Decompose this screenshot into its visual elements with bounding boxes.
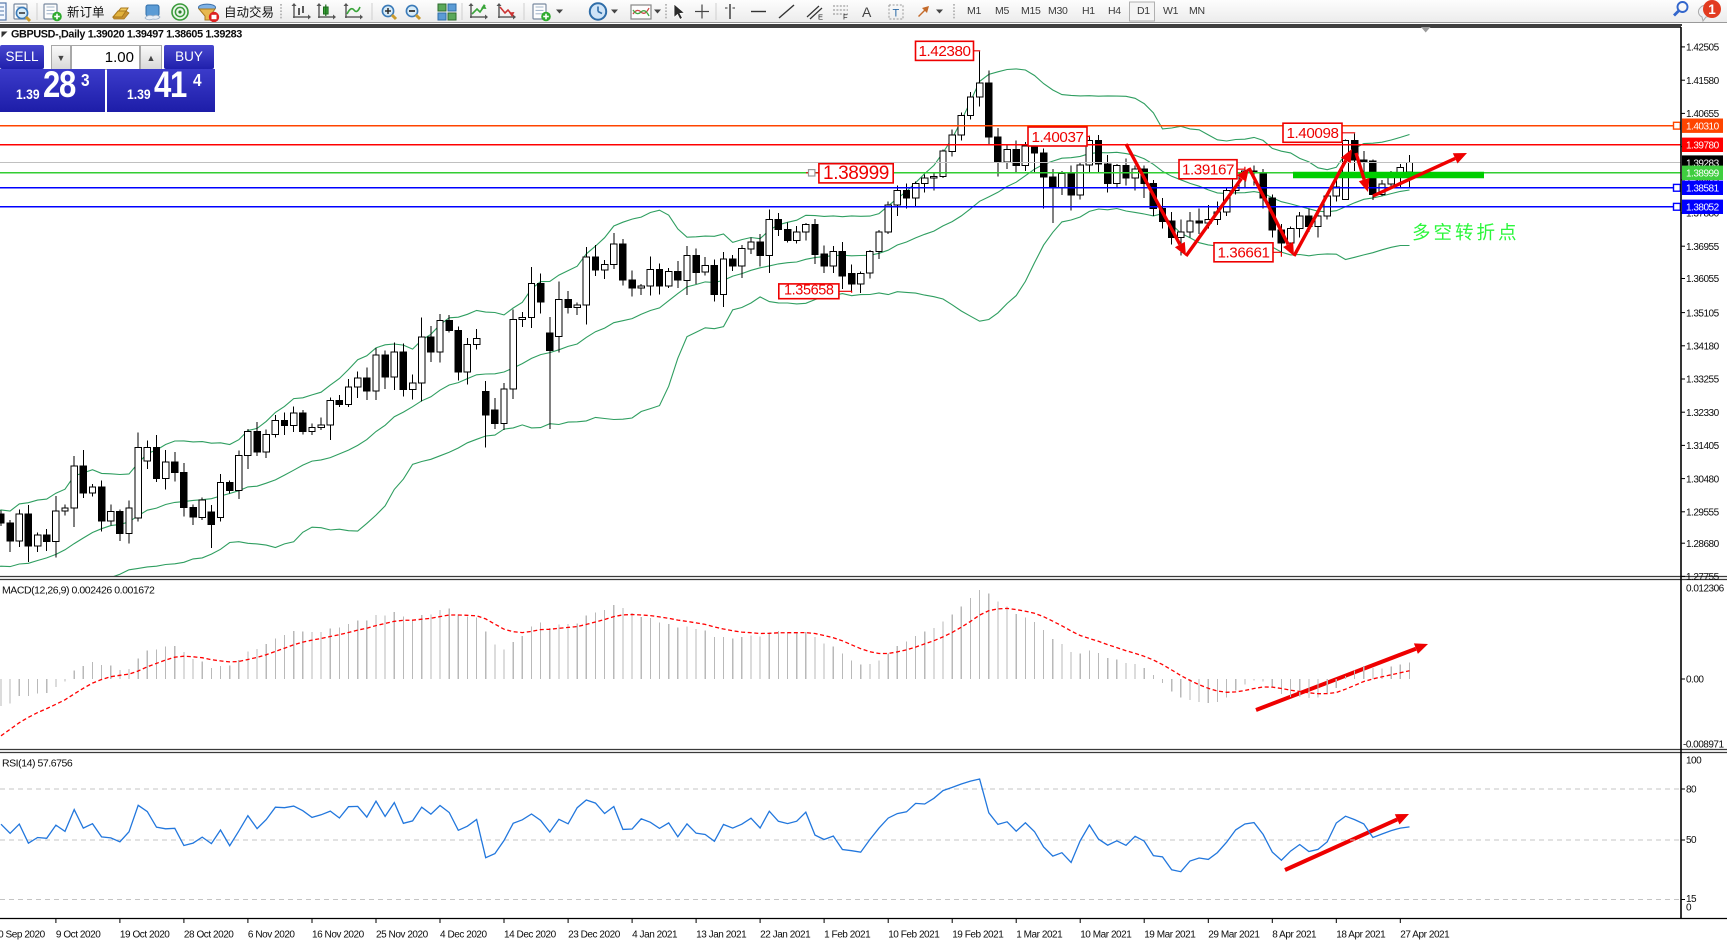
svg-text:1: 1	[1708, 2, 1716, 17]
svg-text:19 Oct 2020: 19 Oct 2020	[120, 930, 170, 941]
svg-text:M1: M1	[967, 5, 981, 17]
svg-text:4 Jan 2021: 4 Jan 2021	[632, 930, 678, 941]
svg-text:1.40098: 1.40098	[1286, 125, 1338, 142]
svg-text:1.38052: 1.38052	[1686, 203, 1720, 214]
svg-text:23 Dec 2020: 23 Dec 2020	[568, 930, 621, 941]
svg-text:D1: D1	[1137, 5, 1150, 17]
svg-text:25 Nov 2020: 25 Nov 2020	[376, 930, 429, 941]
svg-text:1.35105: 1.35105	[1686, 308, 1720, 319]
svg-text:16 Nov 2020: 16 Nov 2020	[312, 930, 365, 941]
svg-text:多空转折点: 多空转折点	[1412, 222, 1520, 243]
svg-text:RSI(14) 57.6756: RSI(14) 57.6756	[2, 758, 73, 770]
svg-text:19 Feb 2021: 19 Feb 2021	[952, 930, 1004, 941]
svg-text:1.32330: 1.32330	[1686, 408, 1720, 419]
svg-text:10 Mar 2021: 10 Mar 2021	[1080, 930, 1132, 941]
svg-text:-0.008971: -0.008971	[1683, 740, 1724, 751]
svg-text:28 Oct 2020: 28 Oct 2020	[184, 930, 234, 941]
svg-text:1.36955: 1.36955	[1686, 242, 1720, 253]
svg-text:1.36661: 1.36661	[1217, 245, 1269, 262]
svg-text:MACD(12,26,9) 0.002426 0.00167: MACD(12,26,9) 0.002426 0.001672	[2, 585, 155, 597]
svg-text:1.41580: 1.41580	[1686, 76, 1720, 87]
svg-text:4 Dec 2020: 4 Dec 2020	[440, 930, 488, 941]
svg-text:1.39167: 1.39167	[1182, 162, 1234, 179]
svg-text:E: E	[818, 13, 823, 22]
svg-text:0: 0	[1686, 903, 1692, 914]
svg-text:50: 50	[1686, 835, 1697, 846]
svg-text:10 Feb 2021: 10 Feb 2021	[888, 930, 940, 941]
svg-text:30 Sep 2020: 30 Sep 2020	[0, 930, 46, 941]
svg-text:M30: M30	[1048, 5, 1068, 17]
svg-text:1.29555: 1.29555	[1686, 508, 1720, 519]
svg-text:T: T	[893, 8, 900, 20]
svg-text:1.33255: 1.33255	[1686, 375, 1720, 386]
svg-text:29 Mar 2021: 29 Mar 2021	[1208, 930, 1260, 941]
svg-text:1.28680: 1.28680	[1686, 539, 1720, 550]
svg-text:1.30480: 1.30480	[1686, 474, 1720, 485]
svg-text:100: 100	[1686, 756, 1702, 767]
svg-text:1.39283: 1.39283	[1686, 159, 1720, 170]
svg-text:自动交易: 自动交易	[224, 5, 274, 20]
svg-text:1.39780: 1.39780	[1686, 141, 1720, 152]
svg-text:1.42380: 1.42380	[918, 43, 970, 60]
svg-text:1.31405: 1.31405	[1686, 441, 1720, 452]
svg-text:1.27755: 1.27755	[1686, 572, 1720, 583]
svg-text:W1: W1	[1163, 5, 1179, 17]
svg-text:0.00: 0.00	[1686, 675, 1704, 686]
svg-text:M15: M15	[1021, 5, 1041, 17]
svg-text:1.40655: 1.40655	[1686, 109, 1720, 120]
svg-text:新订单: 新订单	[67, 5, 105, 20]
svg-text:19 Mar 2021: 19 Mar 2021	[1144, 930, 1196, 941]
svg-text:8 Apr 2021: 8 Apr 2021	[1272, 930, 1317, 941]
svg-text:1 Mar 2021: 1 Mar 2021	[1016, 930, 1063, 941]
svg-text:13 Jan 2021: 13 Jan 2021	[696, 930, 747, 941]
svg-text:1.38999: 1.38999	[823, 163, 889, 184]
svg-text:H1: H1	[1082, 5, 1095, 17]
svg-text:27 Apr 2021: 27 Apr 2021	[1400, 930, 1450, 941]
svg-text:14 Dec 2020: 14 Dec 2020	[504, 930, 557, 941]
svg-text:MN: MN	[1189, 5, 1205, 17]
svg-text:1.42505: 1.42505	[1686, 43, 1720, 54]
svg-text:GBPUSD-,Daily 1.39020 1.39497: GBPUSD-,Daily 1.39020 1.39497 1.38605 1.…	[11, 29, 242, 41]
svg-text:18 Apr 2021: 18 Apr 2021	[1336, 930, 1386, 941]
svg-text:0.012306: 0.012306	[1686, 584, 1725, 595]
svg-text:F: F	[843, 13, 848, 22]
svg-text:1.34180: 1.34180	[1686, 342, 1720, 353]
svg-text:1.40310: 1.40310	[1686, 122, 1720, 133]
svg-text:1.38999: 1.38999	[1686, 169, 1720, 180]
svg-text:9 Oct 2020: 9 Oct 2020	[56, 930, 101, 941]
svg-text:6 Nov 2020: 6 Nov 2020	[248, 930, 296, 941]
svg-text:1.36055: 1.36055	[1686, 274, 1720, 285]
svg-text:1.38581: 1.38581	[1686, 184, 1720, 195]
svg-text:1.40037: 1.40037	[1031, 129, 1083, 146]
svg-text:H4: H4	[1108, 5, 1121, 17]
svg-text:22 Jan 2021: 22 Jan 2021	[760, 930, 811, 941]
svg-text:M5: M5	[995, 5, 1009, 17]
svg-text:1 Feb 2021: 1 Feb 2021	[824, 930, 871, 941]
svg-text:1.37880: 1.37880	[1686, 209, 1720, 220]
svg-text:15: 15	[1686, 894, 1697, 905]
svg-text:A: A	[862, 4, 872, 20]
svg-text:80: 80	[1686, 784, 1697, 795]
svg-text:1.35658: 1.35658	[784, 283, 834, 299]
